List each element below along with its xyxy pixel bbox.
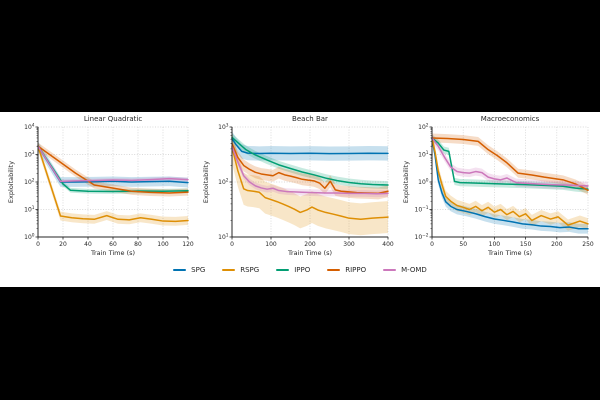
y-axis-label-linear-quadratic: Exploitability — [7, 160, 15, 204]
svg-text:60: 60 — [109, 241, 117, 248]
rippo-line-swatch — [327, 269, 341, 271]
x-axis-label-linear-quadratic: Train Time (s) — [90, 249, 136, 257]
chart-title-linear-quadratic: Linear Quadratic — [83, 115, 143, 123]
svg-text:40: 40 — [84, 241, 92, 248]
svg-text:103: 103 — [24, 150, 35, 159]
legend: SPG RSPG IPPO RIPPO M-OMD — [0, 266, 600, 274]
svg-text:0: 0 — [36, 241, 40, 248]
legend-item-m-omd: M-OMD — [383, 266, 427, 274]
x-axis-label-beach-bar: Train Time (s) — [287, 249, 333, 257]
chart-linear-quadratic-canvas: 0 20 40 60 80 100 120 100 101 102 103 104 — [24, 123, 194, 249]
legend-item-rspg: RSPG — [222, 266, 259, 274]
svg-text:104: 104 — [24, 123, 35, 132]
svg-text:102: 102 — [24, 178, 35, 187]
x-axis-label-macroeconomics: Train Time (s) — [487, 249, 533, 257]
svg-text:100: 100 — [157, 241, 169, 248]
svg-text:400: 400 — [382, 241, 394, 248]
legend-label-rippo: RIPPO — [345, 266, 367, 274]
svg-text:150: 150 — [520, 241, 532, 248]
chart-beach-bar-canvas: 0 100 200 300 400 101 102 103 — [218, 123, 394, 249]
svg-text:50: 50 — [459, 241, 467, 248]
svg-text:300: 300 — [343, 241, 355, 248]
subplot-beach-bar: 0 100 200 300 400 101 102 103 Beach Bar Exploit… — [195, 112, 395, 287]
rspg-line-swatch — [222, 269, 236, 271]
svg-text:103: 103 — [218, 123, 229, 132]
svg-text:200: 200 — [304, 241, 316, 248]
svg-text:0: 0 — [430, 241, 434, 248]
svg-text:101: 101 — [218, 233, 229, 242]
svg-text:20: 20 — [59, 241, 67, 248]
svg-text:100: 100 — [418, 178, 429, 187]
figure: 0 20 40 60 80 100 120 100 101 102 103 104 Linear Qu… — [0, 112, 600, 287]
legend-label-rspg: RSPG — [240, 266, 260, 274]
svg-text:120: 120 — [182, 241, 194, 248]
legend-label-spg: SPG — [191, 266, 206, 274]
legend-label-m-omd: M-OMD — [401, 266, 427, 274]
svg-text:80: 80 — [134, 241, 142, 248]
ippo-line-swatch — [276, 269, 290, 271]
svg-text:102: 102 — [218, 178, 229, 187]
chart-title-macroeconomics: Macroeconomics — [480, 115, 540, 123]
legend-label-ippo: IPPO — [294, 266, 311, 274]
legend-item-rippo: RIPPO — [327, 266, 366, 274]
chart-title-beach-bar: Beach Bar — [292, 115, 328, 123]
legend-item-spg: SPG — [173, 266, 205, 274]
svg-text:101: 101 — [418, 150, 429, 159]
subplot-macroeconomics: 0 50 100 150 200 250 10−2 10−1 100 101 102 Macroec… — [395, 112, 600, 287]
svg-text:102: 102 — [418, 123, 429, 132]
legend-item-ippo: IPPO — [276, 266, 310, 274]
y-axis-label-macroeconomics: Exploitability — [402, 160, 410, 204]
chart-macroeconomics-canvas: 0 50 100 150 200 250 10−2 10−1 100 101 102 — [415, 123, 594, 249]
svg-text:10−1: 10−1 — [415, 205, 429, 214]
svg-text:100: 100 — [489, 241, 501, 248]
spg-line-swatch — [173, 269, 187, 271]
svg-text:250: 250 — [582, 241, 594, 248]
m-omd-line-swatch — [383, 269, 397, 271]
svg-text:100: 100 — [265, 241, 277, 248]
svg-text:100: 100 — [24, 233, 35, 242]
y-axis-label-beach-bar: Exploitability — [202, 160, 210, 204]
svg-text:200: 200 — [551, 241, 563, 248]
svg-text:0: 0 — [230, 241, 234, 248]
svg-text:101: 101 — [24, 205, 35, 214]
subplot-linear-quadratic: 0 20 40 60 80 100 120 100 101 102 103 104 Linear Qu… — [0, 112, 195, 287]
svg-text:10−2: 10−2 — [415, 233, 429, 242]
